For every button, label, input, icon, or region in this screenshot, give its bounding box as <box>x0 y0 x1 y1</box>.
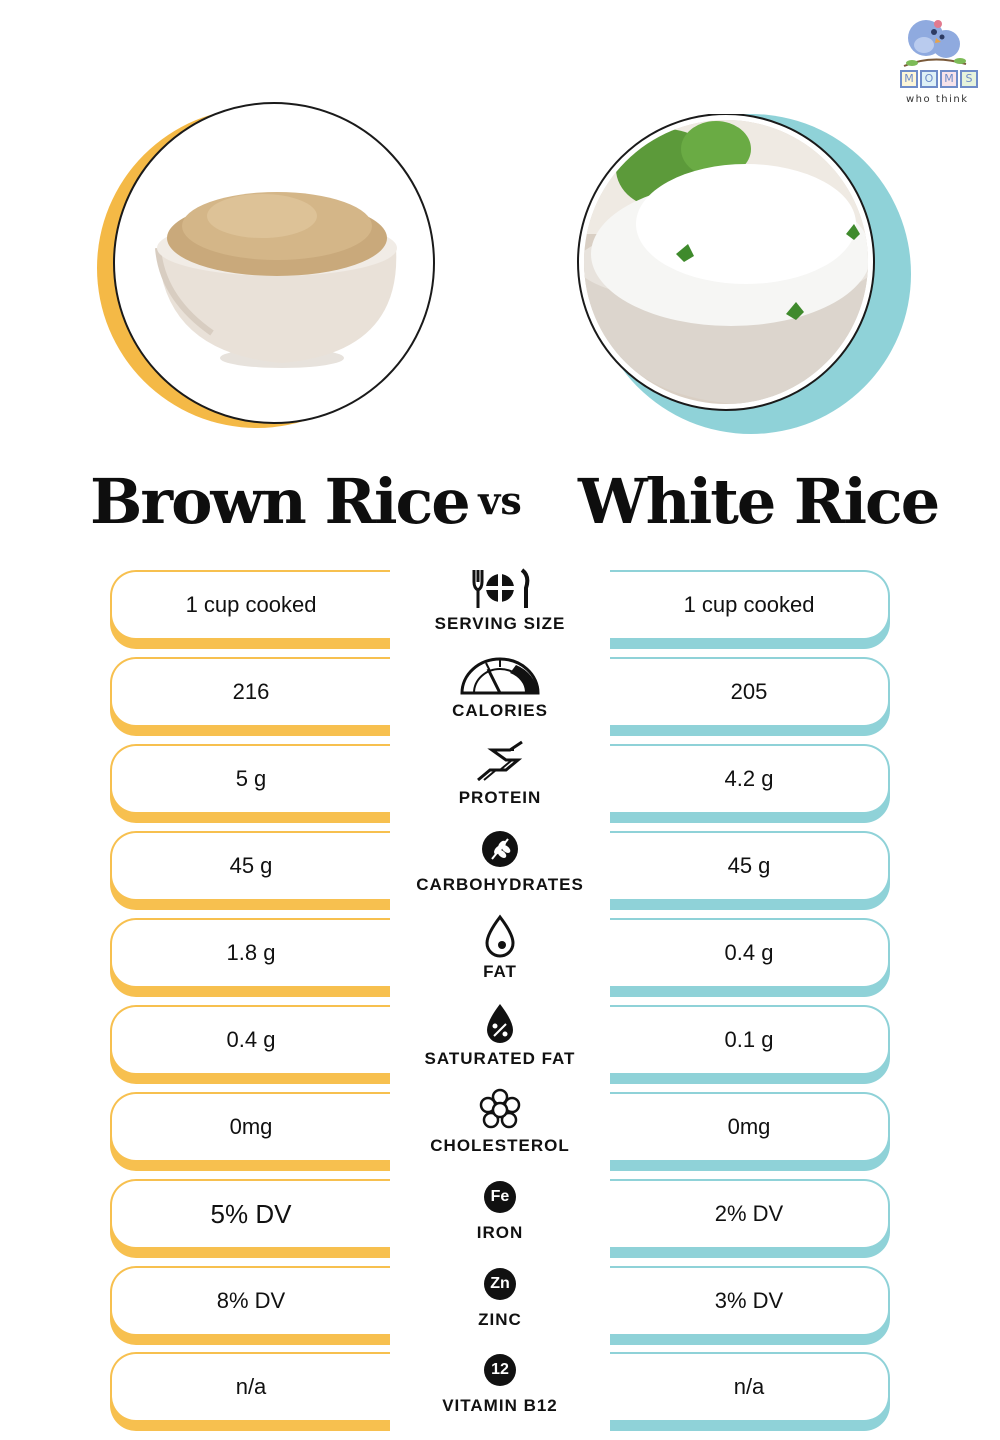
comparison-row-calories: 216 CALORIES 205 <box>0 657 1000 737</box>
brown-rice-value: 0.4 g <box>110 1005 390 1075</box>
brown-rice-value: 45 g <box>110 831 390 901</box>
comparison-row-cholesterol: 0mg CHOLESTEROL 0mg <box>0 1088 1000 1172</box>
brown-rice-value: 0mg <box>110 1092 390 1162</box>
nutrient-label: FAT <box>483 962 517 981</box>
comparison-row-iron: 5% DV Fe IRON 2% DV <box>0 1179 1000 1259</box>
white-rice-value: 2% DV <box>610 1179 890 1249</box>
nutrient-label-cell: CHOLESTEROL <box>400 1086 600 1170</box>
comparison-row-fat: 1.8 g FAT 0.4 g <box>0 914 1000 998</box>
white-rice-value: 0.4 g <box>610 918 890 988</box>
comparison-row-protein: 5 g PROTEIN 4.2 g <box>0 740 1000 824</box>
brown-rice-title: Brown Rice <box>90 465 471 538</box>
nutrient-label-cell: SATURATED FAT <box>400 999 600 1083</box>
brown-rice-value: n/a <box>110 1352 390 1422</box>
comparison-row-serving-size: 1 cup cooked SERVING SIZE 1 cup cooked <box>0 568 1000 650</box>
nutrient-label-cell: SERVING SIZE <box>400 564 600 648</box>
comparison-row-vitamin-b12: n/a 12 VITAMIN B12 n/a <box>0 1352 1000 1432</box>
zinc-badge-icon: Zn <box>484 1268 516 1300</box>
nutrient-label: CALORIES <box>452 701 548 720</box>
white-rice-value: 4.2 g <box>610 744 890 814</box>
nutrient-label-cell: CARBOHYDRATES <box>400 825 600 909</box>
nutrient-label-cell: Zn ZINC <box>400 1260 600 1344</box>
brown-rice-image <box>92 98 452 428</box>
percent-drop-icon <box>487 1004 513 1043</box>
nutrient-label: CARBOHYDRATES <box>416 875 584 894</box>
white-rice-image <box>556 114 916 444</box>
comparison-row-carbohydrates: 45 g CARBOHYDRATES 45 g <box>0 831 1000 911</box>
brown-rice-value: 8% DV <box>110 1266 390 1336</box>
logo-letter: M <box>940 70 958 88</box>
brown-rice-value: 216 <box>110 657 390 727</box>
moms-who-think-logo: M O M S who think <box>884 14 984 108</box>
white-rice-value: 45 g <box>610 831 890 901</box>
fork-knife-plate-icon <box>472 568 530 608</box>
wheat-icon <box>482 831 518 867</box>
white-rice-value: 0.1 g <box>610 1005 890 1075</box>
white-rice-value: 0mg <box>610 1092 890 1162</box>
nutrient-label-cell: 12 VITAMIN B12 <box>400 1346 600 1430</box>
protein-chain-icon <box>477 740 523 782</box>
brown-rice-value: 1 cup cooked <box>110 570 390 640</box>
nutrient-label: IRON <box>476 1223 524 1242</box>
bird-logo-icon <box>903 20 967 67</box>
comparison-row-zinc: 8% DV Zn ZINC 3% DV <box>0 1266 1000 1346</box>
nutrient-label: SERVING SIZE <box>434 614 566 633</box>
nutrient-label-cell: CALORIES <box>400 651 600 735</box>
logo-tagline: who think <box>906 94 969 105</box>
nutrient-label: SATURATED FAT <box>424 1049 576 1068</box>
nutrient-label-cell: PROTEIN <box>400 738 600 822</box>
brown-rice-value: 5 g <box>110 744 390 814</box>
brown-rice-value: 1.8 g <box>110 918 390 988</box>
molecule-icon <box>479 1088 521 1129</box>
nutrient-label: CHOLESTEROL <box>430 1136 570 1155</box>
comparison-row-saturated-fat: 0.4 g SATURATED FAT 0.1 g <box>0 1004 1000 1085</box>
white-rice-value: n/a <box>610 1352 890 1422</box>
nutrient-label: PROTEIN <box>458 788 542 807</box>
nutrient-label: VITAMIN B12 <box>442 1396 558 1415</box>
b12-badge-icon: 12 <box>484 1354 516 1386</box>
gauge-icon <box>460 657 540 695</box>
white-rice-value: 3% DV <box>610 1266 890 1336</box>
white-rice-value: 1 cup cooked <box>610 570 890 640</box>
logo-letter: M <box>900 70 918 88</box>
nutrient-label-cell: FAT <box>400 912 600 996</box>
logo-letter: O <box>920 70 938 88</box>
iron-badge-icon: Fe <box>484 1181 516 1213</box>
white-rice-title: White Rice <box>578 465 940 538</box>
vs-label: vs <box>478 478 522 523</box>
logo-letter: S <box>960 70 978 88</box>
oil-drop-icon <box>485 914 515 958</box>
nutrient-label: ZINC <box>478 1310 522 1329</box>
white-rice-value: 205 <box>610 657 890 727</box>
brown-rice-value: 5% DV <box>110 1179 390 1249</box>
nutrient-label-cell: Fe IRON <box>400 1173 600 1257</box>
